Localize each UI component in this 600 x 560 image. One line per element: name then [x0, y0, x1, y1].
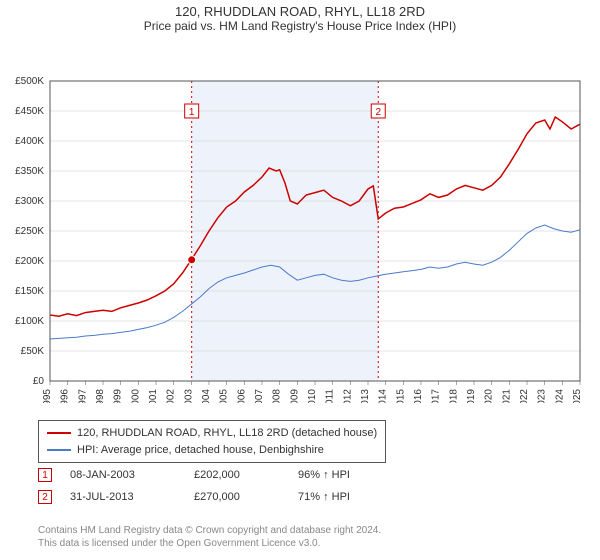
svg-text:£200K: £200K — [15, 256, 44, 267]
svg-text:2008: 2008 — [272, 389, 283, 403]
chart-title: 120, RHUDDLAN ROAD, RHYL, LL18 2RD — [0, 0, 600, 19]
svg-text:1998: 1998 — [95, 389, 106, 403]
legend: 120, RHUDDLAN ROAD, RHYL, LL18 2RD (deta… — [38, 420, 386, 463]
footnote: Contains HM Land Registry data © Crown c… — [38, 524, 381, 550]
svg-text:2021: 2021 — [501, 389, 512, 403]
svg-text:£450K: £450K — [15, 106, 44, 117]
svg-text:2025: 2025 — [572, 389, 583, 403]
chart-container: 120, RHUDDLAN ROAD, RHYL, LL18 2RD Price… — [0, 0, 600, 560]
svg-text:2023: 2023 — [537, 389, 548, 403]
footnote-line1: Contains HM Land Registry data © Crown c… — [38, 525, 381, 536]
svg-text:2: 2 — [375, 107, 381, 118]
svg-text:2013: 2013 — [360, 389, 371, 403]
svg-text:2020: 2020 — [484, 389, 495, 403]
svg-text:£0: £0 — [33, 376, 45, 387]
sale-row: 1 08-JAN-2003 £202,000 96% ↑ HPI — [38, 468, 350, 482]
sale-price: £202,000 — [194, 469, 294, 481]
price-chart: £0 £50K £100K £150K £200K £250K £300K £350K £400… — [0, 37, 600, 403]
svg-text:2001: 2001 — [148, 389, 159, 403]
svg-text:£500K: £500K — [15, 76, 44, 87]
legend-swatch — [47, 449, 71, 451]
svg-text:1999: 1999 — [113, 389, 124, 403]
svg-text:£400K: £400K — [15, 136, 44, 147]
svg-text:£300K: £300K — [15, 196, 44, 207]
footnote-line2: This data is licensed under the Open Gov… — [38, 538, 320, 549]
svg-text:2019: 2019 — [466, 389, 477, 403]
svg-text:2003: 2003 — [183, 389, 194, 403]
legend-item: HPI: Average price, detached house, Denb… — [47, 442, 377, 459]
legend-label: 120, RHUDDLAN ROAD, RHYL, LL18 2RD (deta… — [77, 425, 377, 442]
svg-text:2009: 2009 — [289, 389, 300, 403]
svg-text:2015: 2015 — [395, 389, 406, 403]
sale-date: 08-JAN-2003 — [70, 469, 190, 481]
svg-text:£100K: £100K — [15, 316, 44, 327]
sale-pct: 71% ↑ HPI — [298, 491, 350, 503]
sale-row: 2 31-JUL-2013 £270,000 71% ↑ HPI — [38, 490, 350, 504]
svg-text:2014: 2014 — [378, 389, 389, 403]
chart-subtitle: Price paid vs. HM Land Registry's House … — [0, 19, 600, 37]
svg-text:2006: 2006 — [236, 389, 247, 403]
svg-text:2017: 2017 — [431, 389, 442, 403]
svg-text:2007: 2007 — [254, 389, 265, 403]
svg-text:2018: 2018 — [448, 389, 459, 403]
svg-text:£50K: £50K — [21, 346, 45, 357]
sale-pct: 96% ↑ HPI — [298, 469, 350, 481]
svg-text:1995: 1995 — [42, 389, 53, 403]
svg-text:1996: 1996 — [60, 389, 71, 403]
svg-text:1: 1 — [189, 107, 195, 118]
svg-text:2010: 2010 — [307, 389, 318, 403]
svg-text:2011: 2011 — [325, 389, 336, 403]
svg-text:2024: 2024 — [554, 389, 565, 403]
svg-text:2012: 2012 — [342, 389, 353, 403]
svg-text:2002: 2002 — [166, 389, 177, 403]
svg-text:£150K: £150K — [15, 286, 44, 297]
legend-label: HPI: Average price, detached house, Denb… — [77, 442, 324, 459]
svg-text:1997: 1997 — [77, 389, 88, 403]
svg-text:£350K: £350K — [15, 166, 44, 177]
sale-date: 31-JUL-2013 — [70, 491, 190, 503]
svg-text:2016: 2016 — [413, 389, 424, 403]
svg-text:2004: 2004 — [201, 389, 212, 403]
legend-swatch — [47, 432, 71, 434]
svg-text:£250K: £250K — [15, 226, 44, 237]
svg-text:2022: 2022 — [519, 389, 530, 403]
legend-item: 120, RHUDDLAN ROAD, RHYL, LL18 2RD (deta… — [47, 425, 377, 442]
sale-marker: 1 — [38, 468, 52, 482]
sale-price: £270,000 — [194, 491, 294, 503]
svg-text:2005: 2005 — [219, 389, 230, 403]
svg-text:2000: 2000 — [130, 389, 141, 403]
sale-marker: 2 — [38, 490, 52, 504]
